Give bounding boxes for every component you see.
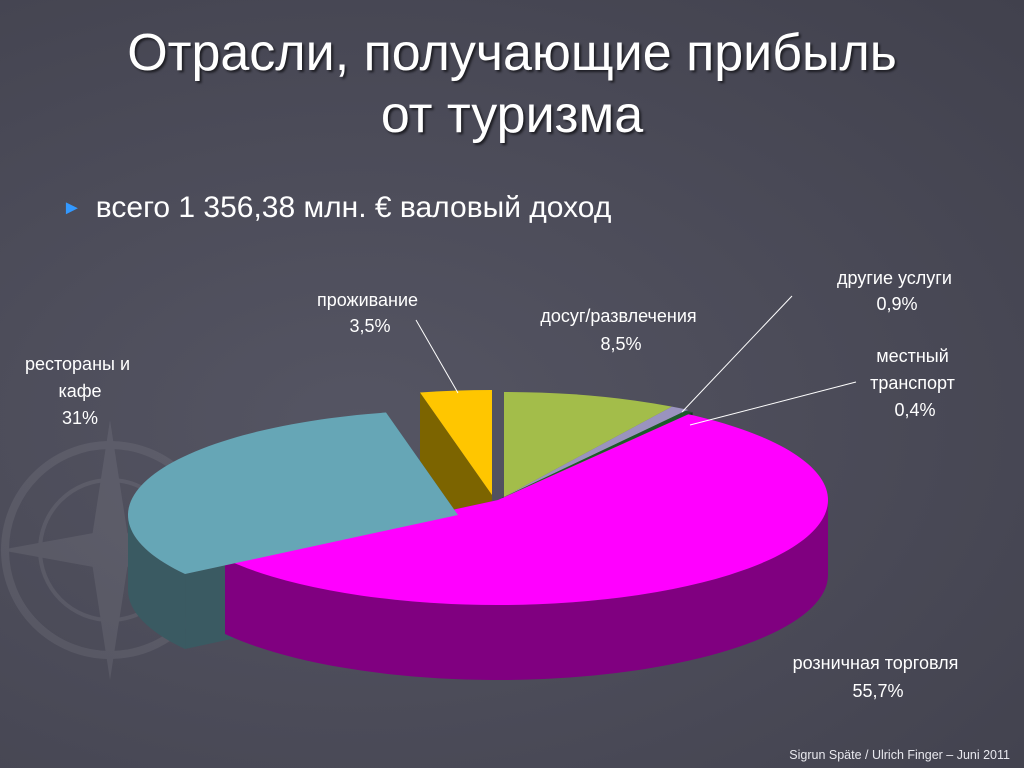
label-other-services: другие услуги 0,9% [837, 268, 957, 314]
slide-title: Отрасли, получающие прибыль от туризма [0, 22, 1024, 146]
label-restaurants-line2: кафе [58, 381, 101, 401]
footer-credit: Sigrun Späte / Ulrich Finger – Juni 2011 [789, 748, 1010, 762]
slice-other-services [504, 406, 688, 497]
leader-line-other-services [681, 295, 793, 413]
slice-restaurants [128, 412, 458, 575]
label-lodging-name: проживание [317, 290, 418, 310]
label-restaurants-line1: рестораны и [25, 354, 130, 374]
leader-line-lodging [415, 319, 459, 394]
label-lodging: проживание 3,5% [317, 290, 423, 336]
label-local-transport-line2: транспорт [870, 373, 955, 393]
label-restaurants: рестораны и кафе 31% [25, 354, 135, 428]
label-leisure-name: досуг/развлечения [540, 306, 696, 326]
title-line-1: Отрасли, получающие прибыль [127, 24, 897, 82]
slice-side-restaurants [128, 515, 186, 650]
label-other-services-value: 0,9% [876, 294, 917, 314]
label-retail-name: розничная торговля [793, 653, 959, 673]
label-other-services-name: другие услуги [837, 268, 952, 288]
slice-leisure [504, 392, 672, 497]
slice-lodging [420, 390, 492, 495]
title-line-2: от туризма [380, 86, 644, 144]
bullet-item: ► всего 1 356,38 млн. € валовый доход [62, 190, 611, 226]
label-retail-value: 55,7% [852, 681, 903, 701]
label-local-transport-value: 0,4% [894, 400, 935, 420]
leader-line-local-transport [689, 381, 857, 426]
label-local-transport: местный транспорт 0,4% [870, 346, 960, 420]
label-leisure: досуг/развлечения 8,5% [540, 306, 701, 354]
label-restaurants-value: 31% [62, 408, 98, 428]
label-lodging-value: 3,5% [349, 316, 390, 336]
label-leisure-value: 8,5% [600, 334, 641, 354]
slice-retail [225, 414, 829, 606]
slice-local-transport [502, 410, 693, 498]
bullet-text: всего 1 356,38 млн. € валовый доход [95, 191, 612, 224]
slice-side-retail [225, 500, 828, 680]
label-retail: розничная торговля 55,7% [793, 653, 964, 701]
bullet-arrow-icon: ► [62, 197, 82, 219]
label-local-transport-line1: местный [876, 346, 949, 366]
